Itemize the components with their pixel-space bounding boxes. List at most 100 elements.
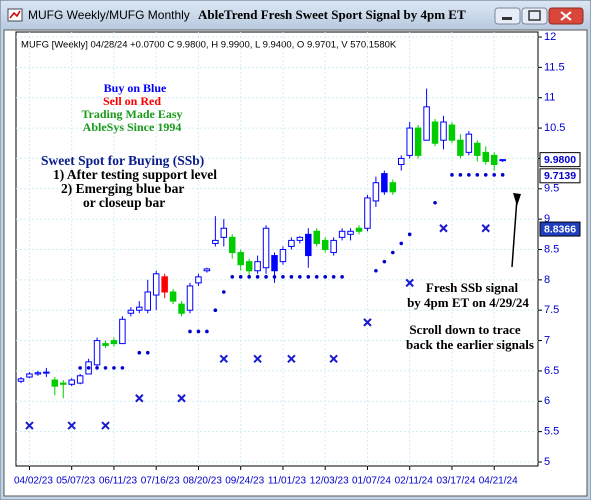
candle-body — [76, 375, 84, 384]
support-dot — [433, 200, 437, 205]
support-dot — [500, 173, 505, 177]
minimize-button[interactable] — [494, 7, 521, 25]
x-tick-label: 04/02/23 — [14, 476, 53, 487]
support-dot — [399, 241, 404, 246]
candle-body — [60, 382, 67, 385]
candle-body — [431, 121, 439, 144]
support-dot — [78, 366, 82, 370]
window-title: MUFG Weekly/MUFG Monthly — [28, 8, 190, 22]
stop-marker — [177, 394, 186, 403]
candle-body — [288, 239, 295, 247]
candle-body — [43, 371, 50, 374]
candle-body — [51, 379, 59, 387]
annotation: 1) After testing support level — [53, 167, 217, 182]
candle-body — [169, 291, 177, 302]
candle-body — [321, 239, 329, 250]
minimize-glyph — [502, 17, 512, 20]
support-dot — [255, 275, 260, 279]
chart-title: AbleTrend Fresh Sweet Sport Signal by 4p… — [198, 7, 466, 22]
candle-body — [398, 157, 405, 166]
candle-body — [17, 378, 25, 382]
candle-body — [178, 303, 185, 314]
support-dot — [407, 232, 412, 237]
price-tag-label: 9.7139 — [544, 170, 576, 182]
support-dot — [272, 275, 277, 279]
annotation: back the earlier signals — [406, 337, 534, 352]
candle-body — [448, 124, 456, 141]
support-dot — [450, 173, 454, 177]
candle-body — [254, 261, 261, 272]
stop-marker — [219, 354, 229, 363]
stop-marker — [253, 354, 262, 363]
candle-body — [414, 127, 422, 156]
support-dot — [86, 366, 91, 370]
price-tag-label: 9.9800 — [544, 154, 576, 166]
annotation: Sell on Red — [103, 94, 161, 108]
x-tick-label: 05/07/23 — [56, 476, 95, 487]
annotation-arrowhead — [513, 193, 521, 206]
candle-body — [279, 249, 287, 263]
support-dot — [222, 290, 226, 294]
support-dot — [188, 329, 192, 334]
candle-body — [26, 373, 33, 378]
support-dot — [95, 366, 99, 370]
annotation: or closeup bar — [83, 195, 165, 210]
y-tick-label: 9.5 — [544, 183, 559, 195]
support-dot — [467, 173, 471, 177]
candle-body — [271, 255, 278, 272]
x-tick-label: 02/11/24 — [395, 476, 434, 487]
candle-body — [152, 273, 160, 296]
candle-body — [144, 291, 151, 311]
x-tick-label: 01/07/24 — [352, 476, 391, 487]
support-dot — [213, 308, 218, 313]
stop-marker — [287, 354, 296, 363]
y-tick-label: 11.5 — [544, 61, 565, 73]
maximize-glyph — [528, 10, 541, 21]
support-dot — [475, 173, 480, 177]
support-dot — [230, 275, 235, 279]
stop-marker — [439, 224, 448, 233]
y-tick-label: 7 — [544, 334, 550, 346]
support-dot — [205, 329, 209, 334]
support-dot — [314, 275, 319, 279]
candle-body — [364, 197, 371, 229]
stop-marker — [67, 421, 76, 430]
candle-body — [490, 154, 498, 165]
support-dot — [458, 173, 463, 177]
candle-body — [34, 372, 42, 375]
y-tick-label: 9 — [544, 213, 550, 225]
candle-body — [262, 227, 270, 269]
candle-body — [220, 227, 228, 238]
candle-body — [229, 236, 236, 254]
support-dot — [298, 275, 302, 279]
support-dot — [374, 268, 378, 273]
x-tick-label: 09/24/23 — [225, 476, 264, 487]
candle-body — [423, 106, 430, 141]
annotation: by 4pm ET on 4/29/24 — [407, 295, 529, 310]
support-dot — [331, 275, 336, 279]
y-tick-label: 8 — [544, 274, 550, 286]
x-tick-label: 03/17/24 — [436, 476, 475, 487]
stop-marker — [405, 278, 414, 288]
y-tick-label: 6.5 — [544, 365, 559, 377]
support-dot — [306, 275, 311, 279]
y-tick-label: 6 — [544, 395, 550, 407]
y-tick-label: 5 — [544, 456, 550, 468]
annotation: Fresh SSb signal — [426, 280, 519, 295]
annotation-arrow — [511, 197, 518, 268]
support-dot — [247, 275, 251, 279]
support-dot — [382, 259, 387, 264]
support-dot — [391, 250, 395, 255]
candle-body — [474, 142, 481, 156]
candle-body — [440, 121, 447, 141]
support-dot — [289, 275, 294, 279]
chart-layer: 55.566.577.588.599.51010.51111.51204/02/… — [14, 31, 581, 487]
chart-subtitle: MUFG [Weekly] 04/28/24 +0.0700 C 9.9800,… — [21, 40, 397, 51]
candle-body — [381, 173, 388, 193]
x-tick-label: 06/11/23 — [99, 476, 138, 487]
candle-body — [237, 252, 244, 266]
candle-body — [136, 306, 143, 311]
candle-body — [372, 182, 380, 202]
app-icon-glyph — [9, 10, 21, 19]
stop-marker — [101, 421, 110, 430]
